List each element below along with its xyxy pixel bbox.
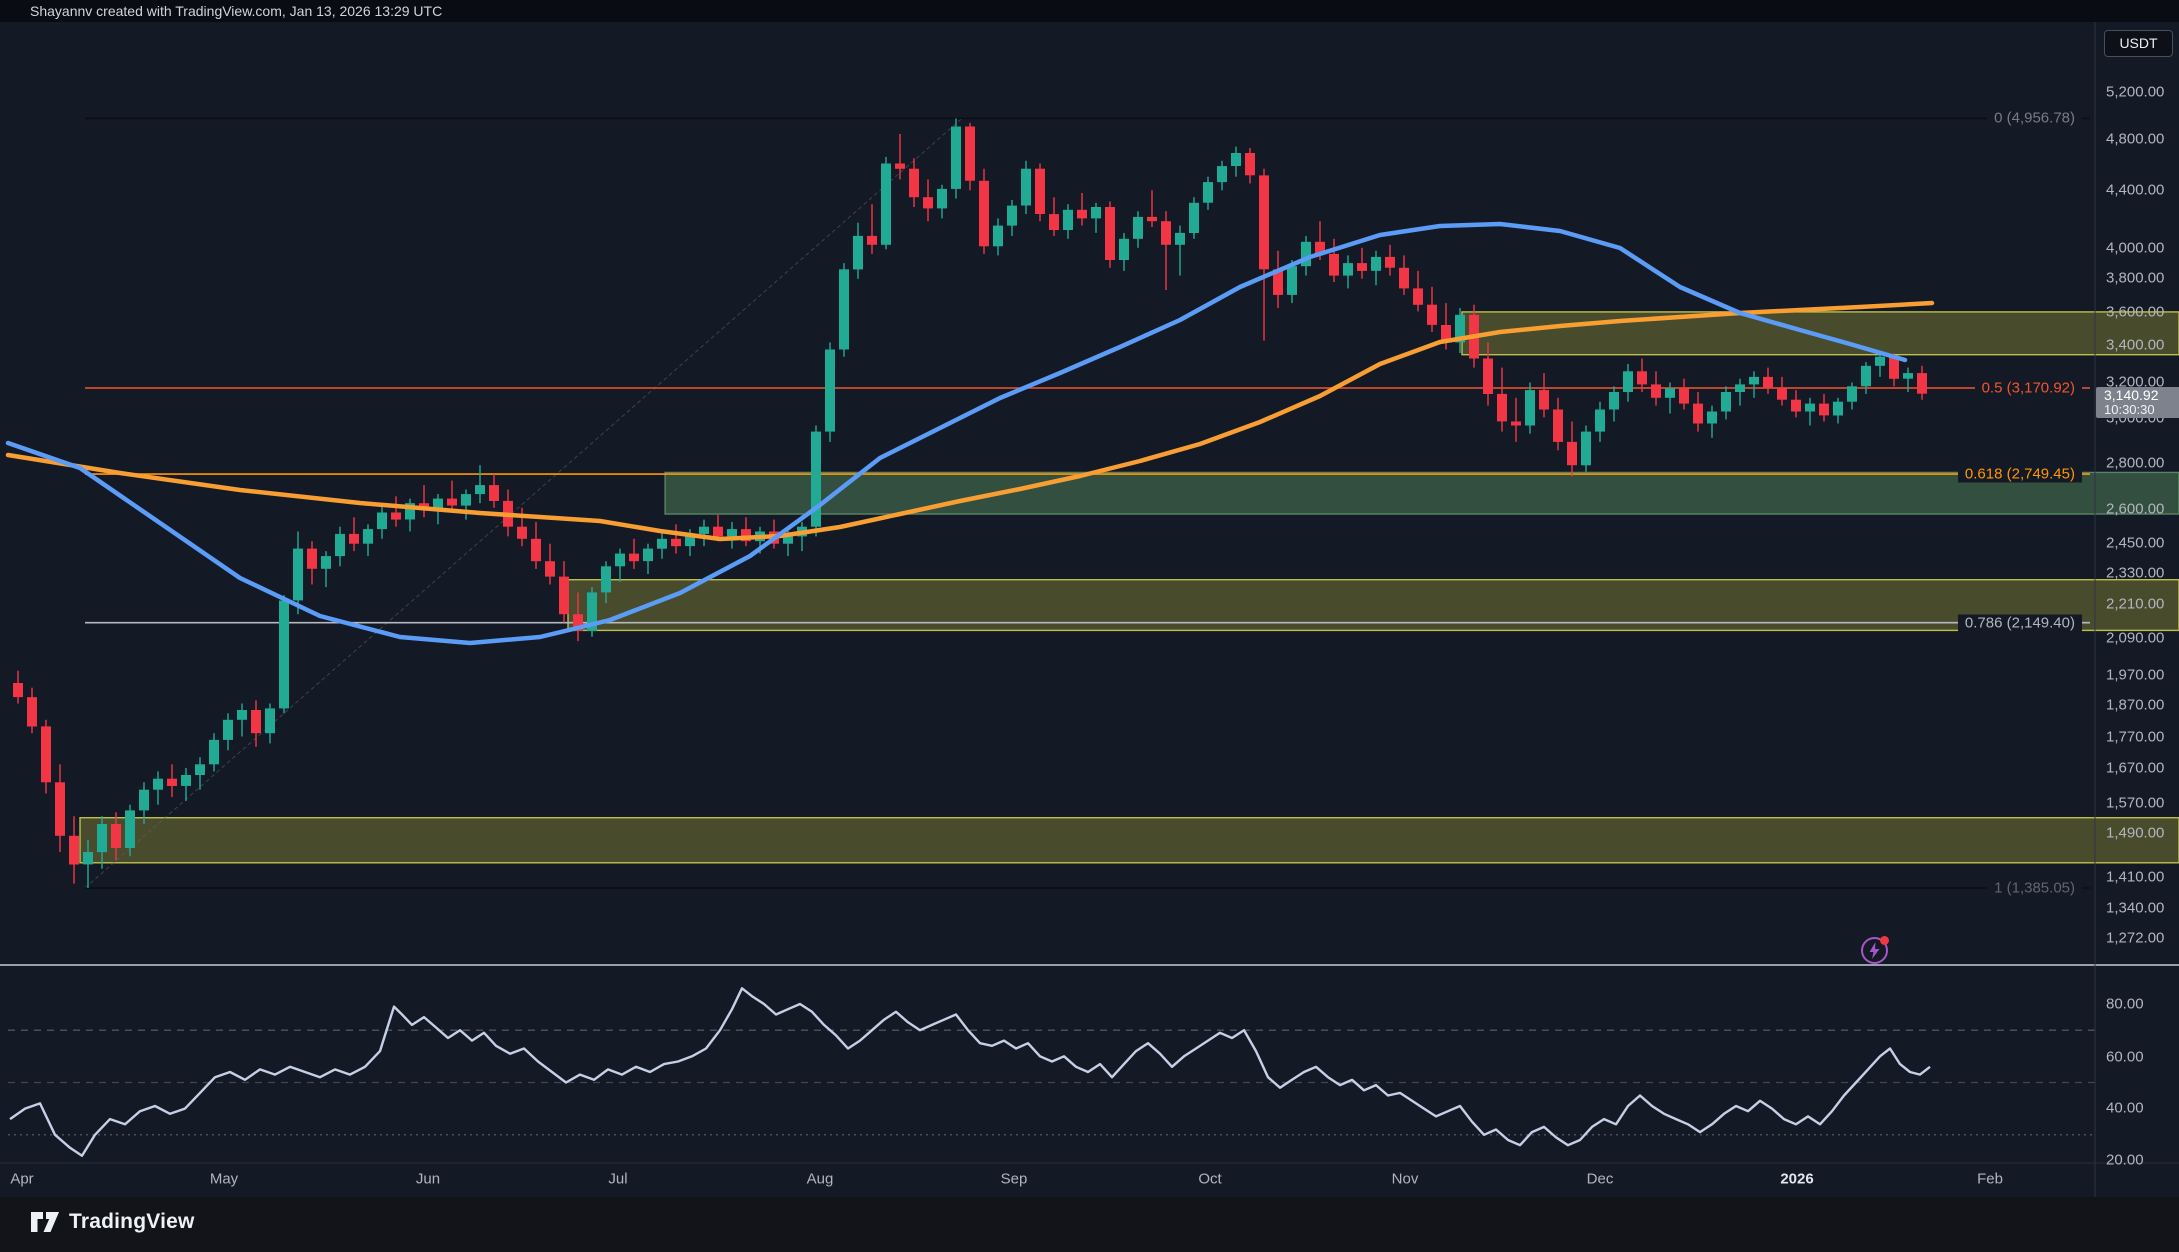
attribution-bar: Shayannv created with TradingView.com, J… — [0, 0, 2179, 22]
fib-trendline[interactable] — [84, 117, 963, 889]
tradingview-logo[interactable]: TradingView — [30, 1209, 195, 1235]
rsi-axis-label: 60.00 — [2106, 1048, 2144, 1066]
rsi-axis-label: 20.00 — [2106, 1151, 2144, 1169]
fib-level-label-0[interactable]: 0 (4,956.78) — [1987, 109, 2082, 127]
price-axis-label: 1,490.00 — [2106, 824, 2165, 842]
last-price-value: 3,140.92 — [2104, 387, 2159, 403]
time-axis-label-Nov: Nov — [1391, 1170, 1419, 1188]
price-axis-label: 1,340.00 — [2106, 899, 2165, 917]
demand-zone-low[interactable] — [79, 817, 2179, 864]
notification-dot — [1880, 936, 1889, 945]
price-axis-label: 2,210.00 — [2106, 595, 2165, 613]
currency-unit-button[interactable]: USDT — [2104, 30, 2173, 57]
supply-zone[interactable] — [1461, 311, 2179, 356]
price-axis-label: 2,800.00 — [2106, 454, 2165, 472]
price-axis-label: 3,400.00 — [2106, 336, 2165, 354]
rsi-line — [9, 987, 1931, 1157]
ma-blue-line[interactable] — [5, 221, 1908, 646]
price-axis-label: 2,600.00 — [2106, 500, 2165, 518]
time-axis-label-2026: 2026 — [1780, 1170, 1814, 1188]
fib-level-label-1[interactable]: 0.5 (3,170.92) — [1974, 379, 2082, 397]
price-axis-label: 1,870.00 — [2106, 696, 2165, 714]
price-axis-label: 2,090.00 — [2106, 629, 2165, 647]
price-axis-label: 3,800.00 — [2106, 269, 2165, 287]
time-axis-label-Aug: Aug — [806, 1170, 834, 1188]
price-axis-label: 1,410.00 — [2106, 868, 2165, 886]
footer-bar: TradingView — [0, 1197, 2179, 1252]
price-axis-label: 1,570.00 — [2106, 794, 2165, 812]
price-axis-label: 1,770.00 — [2106, 728, 2165, 746]
time-axis-label-Feb: Feb — [1977, 1170, 2003, 1188]
fib-level-label-2[interactable]: 0.618 (2,749.45) — [1957, 465, 2082, 483]
price-axis-label: 2,330.00 — [2106, 564, 2165, 582]
price-axis-label: 1,272.00 — [2106, 929, 2165, 947]
time-axis-label-May: May — [209, 1170, 239, 1188]
price-axis-label: 1,670.00 — [2106, 759, 2165, 777]
time-axis-label-Oct: Oct — [1198, 1170, 1222, 1188]
attribution-text: Shayannv created with TradingView.com, J… — [30, 3, 443, 19]
price-axis-label: 4,400.00 — [2106, 181, 2165, 199]
fib-level-label-4[interactable]: 1 (1,385.05) — [1987, 879, 2082, 897]
lightning-bolt-icon — [1869, 942, 1880, 959]
tradingview-logo-text: TradingView — [69, 1210, 195, 1233]
ma-orange-line[interactable] — [5, 300, 1935, 542]
time-axis-label-Dec: Dec — [1586, 1170, 1614, 1188]
tradingview-logo-icon — [31, 1212, 59, 1232]
last-price-label: 3,140.92 10:30:30 — [2096, 387, 2179, 418]
price-axis-label: 4,000.00 — [2106, 239, 2165, 257]
fib-level-label-3[interactable]: 0.786 (2,149.40) — [1957, 614, 2082, 632]
time-axis-label-Apr: Apr — [10, 1170, 34, 1188]
price-axis-label: 4,800.00 — [2106, 130, 2165, 148]
rsi-axis-label: 40.00 — [2106, 1099, 2144, 1117]
rsi-axis-label: 80.00 — [2106, 995, 2144, 1013]
technicals-bubble-icon[interactable] — [1861, 936, 1889, 964]
time-axis-label-Jul: Jul — [608, 1170, 628, 1188]
demand-zone-green[interactable] — [664, 471, 2179, 515]
price-axis-label: 3,600.00 — [2106, 303, 2165, 321]
price-axis-label: 3,200.00 — [2106, 373, 2165, 391]
time-axis-label-Sep: Sep — [1000, 1170, 1028, 1188]
price-axis-label: 5,200.00 — [2106, 83, 2165, 101]
price-axis-label: 2,450.00 — [2106, 534, 2165, 552]
bar-countdown: 10:30:30 — [2104, 402, 2155, 417]
time-axis-label-Jun: Jun — [415, 1170, 441, 1188]
price-axis-label: 1,970.00 — [2106, 666, 2165, 684]
